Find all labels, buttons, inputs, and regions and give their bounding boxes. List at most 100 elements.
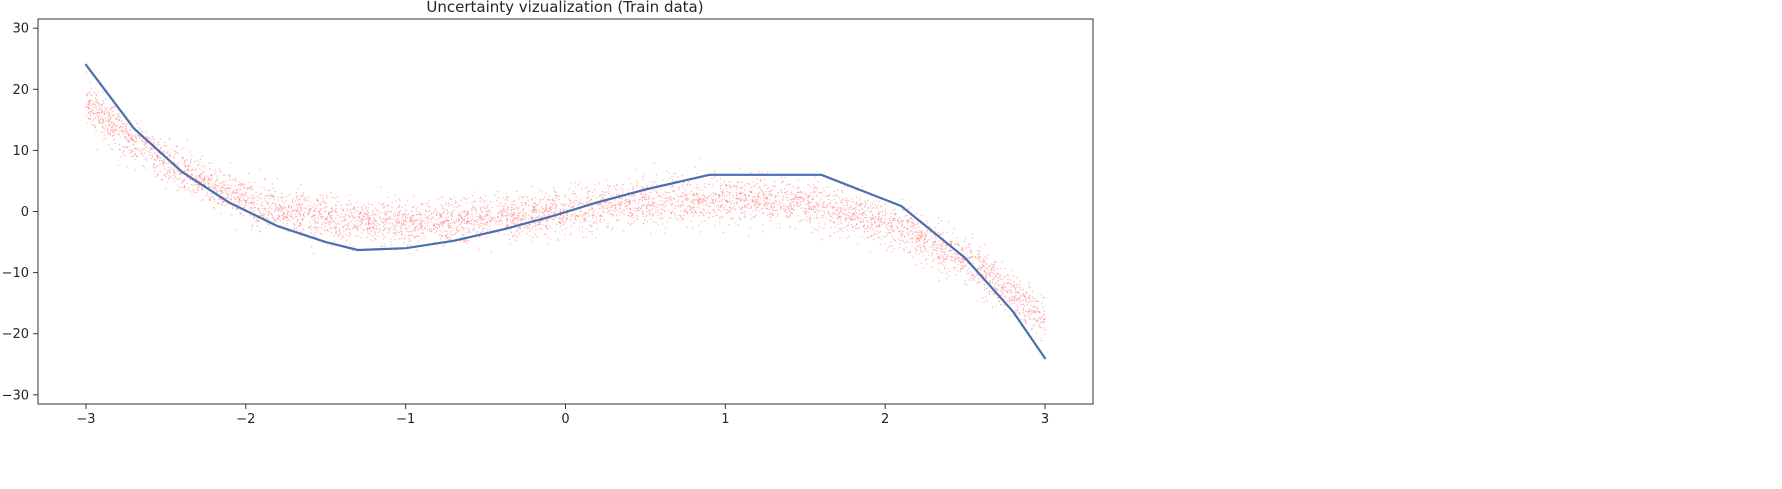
scatter-point bbox=[809, 215, 811, 217]
scatter-point bbox=[423, 220, 425, 222]
scatter-point bbox=[950, 255, 952, 257]
scatter-point bbox=[219, 170, 222, 172]
scatter-point bbox=[496, 205, 499, 207]
scatter-point bbox=[1012, 274, 1014, 277]
scatter-point bbox=[346, 225, 348, 227]
scatter-point bbox=[225, 190, 227, 192]
scatter-point bbox=[96, 101, 99, 104]
scatter-point bbox=[92, 124, 94, 126]
scatter-point bbox=[622, 209, 624, 211]
scatter-point bbox=[832, 212, 834, 214]
scatter-point bbox=[928, 239, 930, 241]
scatter-point bbox=[686, 197, 689, 199]
scatter-point bbox=[838, 228, 840, 230]
scatter-point bbox=[441, 222, 443, 224]
scatter-point bbox=[768, 213, 770, 215]
scatter-point bbox=[832, 221, 834, 224]
scatter-point bbox=[299, 224, 301, 227]
scatter-point bbox=[456, 229, 458, 231]
scatter-point bbox=[309, 221, 311, 223]
scatter-point bbox=[344, 219, 346, 221]
scatter-point bbox=[809, 207, 811, 209]
scatter-point bbox=[450, 203, 452, 206]
scatter-point bbox=[598, 208, 600, 210]
scatter-point bbox=[678, 214, 680, 216]
scatter-point bbox=[821, 210, 823, 212]
scatter-point bbox=[766, 188, 769, 190]
scatter-point bbox=[873, 239, 875, 241]
scatter-point bbox=[959, 271, 961, 273]
scatter-point bbox=[319, 194, 321, 196]
scatter-point bbox=[823, 201, 825, 203]
scatter-point bbox=[829, 215, 831, 217]
scatter-point bbox=[624, 199, 626, 202]
scatter-point bbox=[916, 239, 918, 241]
scatter-point bbox=[186, 169, 188, 171]
scatter-point bbox=[681, 219, 683, 221]
scatter-point bbox=[295, 200, 297, 202]
scatter-point bbox=[646, 186, 648, 188]
scatter-point bbox=[431, 230, 433, 232]
scatter-point bbox=[1013, 300, 1015, 302]
scatter-point bbox=[463, 227, 465, 229]
scatter-point bbox=[736, 197, 738, 199]
scatter-point bbox=[370, 219, 372, 221]
scatter-point bbox=[949, 241, 951, 243]
scatter-point bbox=[993, 286, 996, 288]
scatter-point bbox=[331, 210, 334, 212]
scatter-point bbox=[99, 122, 102, 124]
scatter-point bbox=[1032, 325, 1035, 327]
scatter-point bbox=[99, 122, 101, 124]
scatter-point bbox=[195, 175, 197, 177]
scatter-point bbox=[1018, 299, 1020, 301]
scatter-point bbox=[555, 195, 558, 198]
scatter-point bbox=[314, 227, 316, 229]
scatter-point bbox=[148, 138, 150, 140]
scatter-point bbox=[901, 232, 903, 234]
scatter-point bbox=[542, 224, 544, 226]
scatter-point bbox=[477, 223, 479, 225]
scatter-point bbox=[1008, 301, 1010, 303]
scatter-point bbox=[809, 185, 811, 188]
scatter-point bbox=[231, 214, 233, 216]
scatter-point bbox=[789, 225, 791, 227]
scatter-point bbox=[116, 118, 118, 121]
scatter-point bbox=[423, 222, 426, 224]
scatter-point bbox=[1015, 310, 1017, 312]
scatter-point bbox=[439, 212, 441, 214]
scatter-point bbox=[818, 191, 820, 194]
scatter-point bbox=[833, 207, 835, 209]
scatter-point bbox=[578, 216, 580, 218]
scatter-point bbox=[691, 201, 694, 203]
scatter-point bbox=[705, 212, 707, 214]
scatter-point bbox=[883, 220, 886, 222]
scatter-point bbox=[1002, 284, 1004, 286]
scatter-point bbox=[741, 194, 743, 197]
scatter-point bbox=[631, 223, 633, 225]
scatter-point bbox=[292, 210, 294, 213]
scatter-point bbox=[313, 204, 315, 206]
scatter-point bbox=[506, 212, 509, 214]
scatter-point bbox=[788, 205, 790, 207]
scatter-point bbox=[108, 119, 110, 121]
scatter-point bbox=[562, 216, 565, 218]
scatter-point bbox=[647, 209, 649, 212]
scatter-point bbox=[560, 219, 562, 221]
scatter-point bbox=[544, 209, 546, 211]
scatter-point bbox=[316, 229, 318, 231]
scatter-point bbox=[978, 256, 981, 258]
scatter-point bbox=[546, 210, 548, 212]
scatter-point bbox=[728, 180, 730, 183]
scatter-point bbox=[514, 200, 516, 202]
scatter-point bbox=[531, 185, 533, 188]
scatter-point bbox=[786, 216, 788, 219]
scatter-point bbox=[816, 194, 818, 196]
scatter-point bbox=[488, 211, 490, 213]
scatter-point bbox=[427, 217, 429, 219]
scatter-point bbox=[186, 175, 188, 177]
scatter-point bbox=[955, 257, 957, 259]
scatter-point bbox=[663, 209, 665, 211]
scatter-point bbox=[941, 256, 943, 258]
scatter-point bbox=[141, 151, 143, 153]
scatter-point bbox=[509, 215, 511, 217]
